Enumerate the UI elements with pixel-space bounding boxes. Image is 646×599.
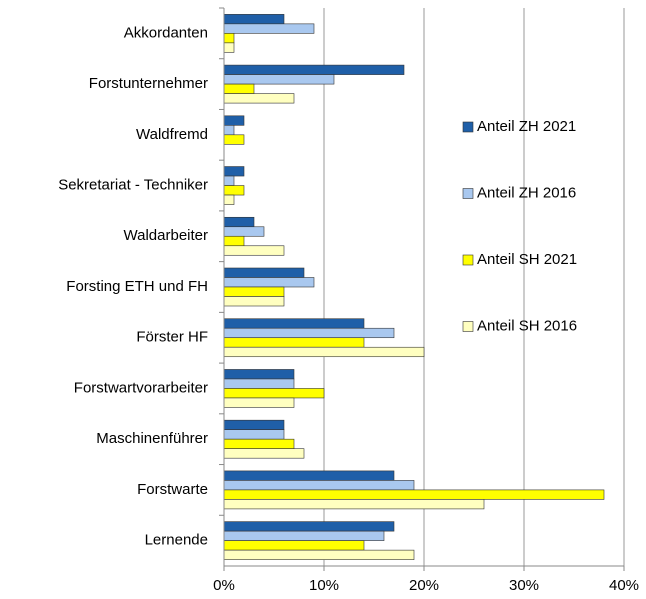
bar (223, 419, 285, 430)
bar (223, 470, 395, 481)
bar (223, 549, 415, 560)
bar (223, 23, 315, 34)
bar (223, 175, 235, 186)
x-tick-label: 40% (609, 577, 639, 594)
bar (223, 93, 295, 104)
y-tick-label: Waldfremd (136, 126, 208, 143)
bar (223, 448, 305, 459)
bar (223, 438, 295, 449)
bar (223, 226, 265, 237)
legend-swatch (462, 321, 474, 332)
bar (223, 14, 285, 25)
bar (223, 267, 305, 278)
bar (223, 74, 335, 85)
legend-label: Anteil ZH 2021 (477, 118, 576, 135)
legend-label: Anteil SH 2016 (477, 317, 577, 334)
bar (223, 33, 235, 44)
bar (223, 277, 315, 288)
bar (223, 397, 295, 408)
bar (223, 115, 245, 126)
bar (223, 185, 245, 196)
legend-swatch (462, 121, 474, 133)
bar (223, 235, 245, 247)
legend-swatch (462, 188, 474, 199)
bar (223, 489, 605, 500)
legend-label: Anteil SH 2021 (477, 251, 577, 268)
bar (223, 388, 325, 399)
x-tick-label: 30% (509, 577, 539, 594)
bar (223, 378, 295, 389)
x-tick-label: 20% (409, 577, 439, 594)
bar (223, 194, 235, 205)
bar (223, 429, 285, 440)
bar (223, 64, 405, 75)
y-tick-label: Forsting ETH und FH (66, 278, 208, 295)
y-tick-label: Akkordanten (124, 24, 208, 41)
bar (223, 327, 395, 339)
bar (223, 530, 385, 541)
bar (223, 480, 415, 491)
y-tick-label: Förster HF (136, 329, 208, 346)
bar (223, 337, 365, 348)
bar (223, 216, 255, 228)
y-tick-label: Sekretariat - Techniker (58, 177, 208, 194)
bar (223, 83, 255, 94)
y-tick-label: Forstwarte (137, 481, 208, 498)
bar (223, 346, 425, 358)
bar (223, 318, 365, 329)
y-tick-label: Maschinenführer (96, 430, 208, 447)
bar (223, 540, 365, 551)
y-tick-label: Waldarbeiter (124, 227, 208, 244)
bar (223, 521, 395, 532)
y-tick-label: Lernende (145, 532, 208, 549)
x-tick-label: 0% (213, 577, 235, 594)
legend-label: Anteil ZH 2016 (477, 184, 576, 201)
bar (223, 499, 485, 510)
bar (223, 42, 235, 53)
bar (223, 286, 285, 297)
x-tick-label: 10% (309, 577, 339, 594)
legend-swatch (462, 254, 474, 266)
bar (223, 125, 235, 136)
y-tick-label: Forstunternehmer (89, 75, 208, 92)
bar (223, 166, 245, 177)
bar (223, 296, 285, 307)
y-tick-label: Forstwartvorarbeiter (74, 379, 208, 396)
bar (223, 369, 295, 380)
bar (223, 134, 245, 145)
bar (223, 245, 285, 256)
